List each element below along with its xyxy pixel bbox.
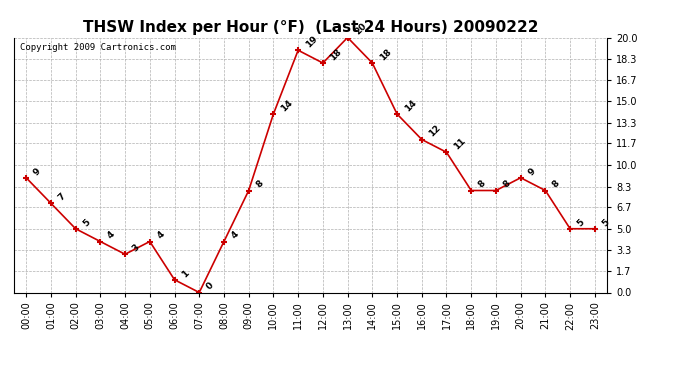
Text: 18: 18 xyxy=(328,47,344,62)
Text: 11: 11 xyxy=(452,136,467,152)
Text: 19: 19 xyxy=(304,34,319,50)
Text: 8: 8 xyxy=(502,179,512,190)
Text: Copyright 2009 Cartronics.com: Copyright 2009 Cartronics.com xyxy=(20,43,176,52)
Text: 3: 3 xyxy=(130,243,141,254)
Text: 9: 9 xyxy=(32,166,43,177)
Text: 9: 9 xyxy=(526,166,537,177)
Text: 14: 14 xyxy=(402,98,418,113)
Text: 20: 20 xyxy=(353,22,368,37)
Text: 4: 4 xyxy=(230,230,240,241)
Text: 0: 0 xyxy=(205,281,215,292)
Text: 12: 12 xyxy=(427,123,442,139)
Title: THSW Index per Hour (°F)  (Last 24 Hours) 20090222: THSW Index per Hour (°F) (Last 24 Hours)… xyxy=(83,20,538,35)
Text: 5: 5 xyxy=(575,217,586,228)
Text: 1: 1 xyxy=(180,268,191,279)
Text: 4: 4 xyxy=(155,230,166,241)
Text: 8: 8 xyxy=(254,179,265,190)
Text: 4: 4 xyxy=(106,230,117,241)
Text: 7: 7 xyxy=(57,192,68,202)
Text: 14: 14 xyxy=(279,98,294,113)
Text: 8: 8 xyxy=(551,179,562,190)
Text: 18: 18 xyxy=(378,47,393,62)
Text: 8: 8 xyxy=(477,179,488,190)
Text: 5: 5 xyxy=(81,217,92,228)
Text: 5: 5 xyxy=(600,217,611,228)
